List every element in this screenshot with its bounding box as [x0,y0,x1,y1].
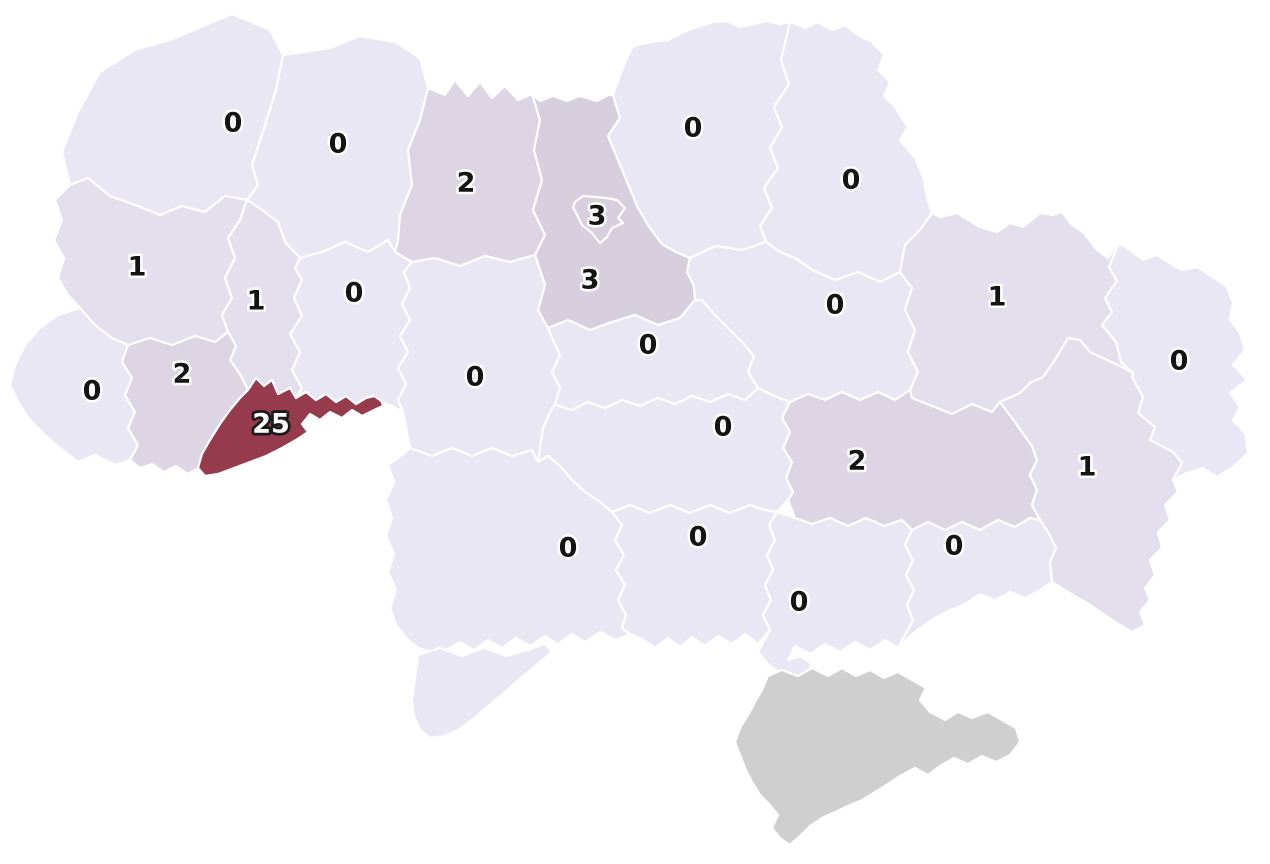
region-khmelnytskyi[interactable] [288,238,414,414]
region-odesa[interactable] [384,446,632,654]
region-dnipropetrovsk[interactable] [780,388,1042,532]
region-luhansk[interactable] [1100,241,1250,482]
region-vinnytsia[interactable] [396,253,562,464]
region-odesa-budjak[interactable] [410,642,554,740]
region-chernivtsi[interactable] [196,376,385,478]
region-crimea[interactable] [733,666,1022,847]
region-zaporizhzhia[interactable] [896,516,1058,650]
region-kyiv-city[interactable] [571,194,627,245]
region-mykolaiv[interactable] [610,503,779,650]
region-kherson[interactable] [756,510,916,680]
